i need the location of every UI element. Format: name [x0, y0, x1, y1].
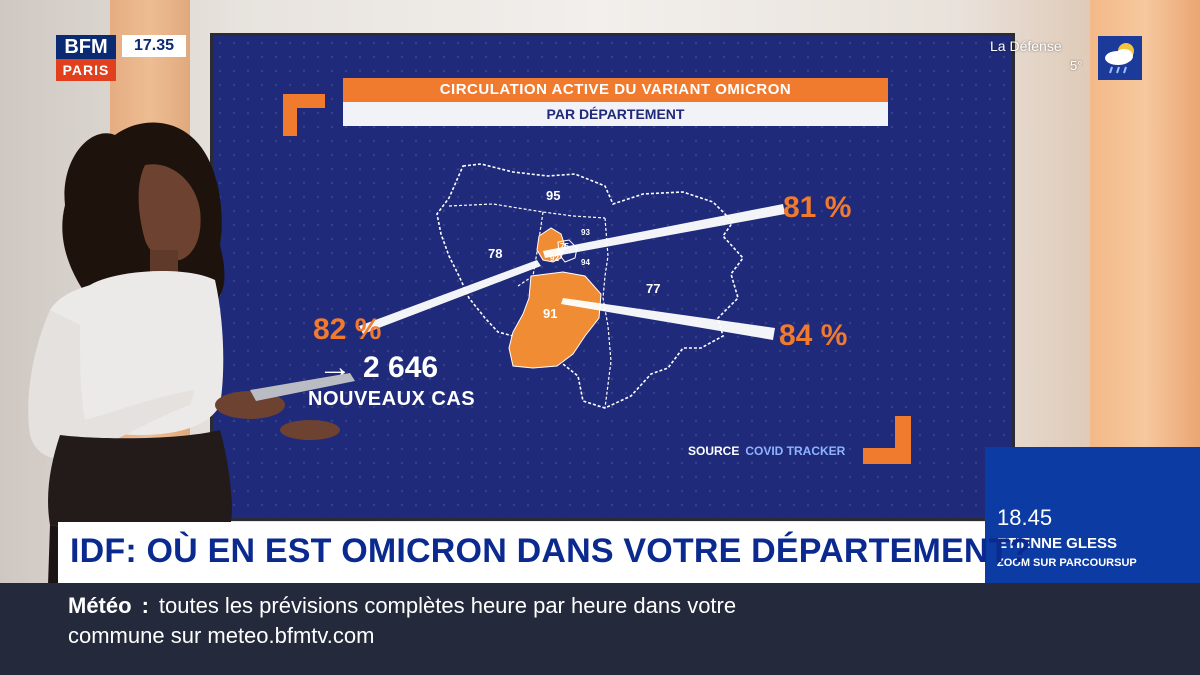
ticker-line-2: commune sur meteo.bfmtv.com — [68, 623, 375, 648]
news-ticker: Météo: toutes les prévisions complètes he… — [0, 583, 1200, 675]
weather-city: La Défense — [990, 38, 1062, 54]
display-screen: CIRCULATION ACTIVE DU VARIANT OMICRON PA… — [210, 33, 1015, 521]
dept-label-91: 91 — [543, 306, 558, 321]
presenter-skirt — [48, 430, 232, 533]
idf-map — [359, 163, 785, 409]
next-show-name: ETIENNE GLESS — [997, 535, 1118, 552]
ticker-line-1: Météo: toutes les prévisions complètes he… — [68, 593, 736, 619]
presenter-face — [138, 164, 201, 261]
dept-label-77: 77 — [646, 281, 661, 296]
dept-label-92: 92 — [550, 254, 559, 263]
dept-label-95: 95 — [546, 188, 561, 203]
next-show-subtitle: ZOOM SUR PARCOURSUP — [997, 557, 1137, 569]
presenter-tablet — [250, 373, 355, 401]
ticker-label: Météo — [68, 593, 132, 618]
source-label: SOURCE — [688, 444, 740, 458]
graphic-subtitle: PAR DÉPARTEMENT — [343, 102, 888, 126]
dept-91-shape — [508, 271, 602, 369]
callout-81-percent: 81 % — [783, 191, 852, 224]
logo-paris-text: PARIS — [56, 59, 116, 81]
headline-text: IDF: OÙ EN EST OMICRON DANS VOTRE DÉPART… — [70, 532, 1031, 570]
corner-bracket-bottom-right — [863, 416, 911, 464]
weather-temp: 5° — [1070, 58, 1083, 73]
dept-label-93: 93 — [581, 228, 590, 237]
cases-number: 2 646 — [363, 351, 439, 384]
ticker-separator: : — [141, 593, 149, 618]
callout-line-84 — [561, 298, 775, 340]
source-credit: SOURCE COVID TRACKER — [688, 444, 845, 458]
idf-outline — [436, 163, 745, 409]
callout-line-82 — [359, 260, 541, 334]
dept-label-94: 94 — [581, 258, 590, 267]
callout-82-percent: 82 % — [313, 313, 382, 346]
callout-line-81 — [543, 204, 785, 258]
dept-label-75: 75 — [560, 242, 569, 251]
source-name: COVID TRACKER — [745, 444, 846, 458]
graphic-title: CIRCULATION ACTIVE DU VARIANT OMICRON — [343, 78, 888, 102]
logo-bfm-text: BFM — [56, 35, 116, 59]
headline-banner: IDF: OÙ EN EST OMICRON DANS VOTRE DÉPART… — [58, 522, 1030, 583]
dept-label-78: 78 — [488, 246, 503, 261]
ticker-text-1: toutes les prévisions complètes heure pa… — [158, 593, 737, 618]
next-show-time: 18.45 — [997, 505, 1053, 530]
cases-label: NOUVEAUX CAS — [308, 388, 476, 410]
clock: 17.35 — [122, 35, 186, 57]
next-show-panel: 18.45 ETIENNE GLESS ZOOM SUR PARCOURSUP — [985, 447, 1200, 583]
cloud-rain-sun-icon — [1098, 36, 1142, 80]
corner-bracket-top-left — [283, 94, 325, 136]
callout-84-percent: 84 % — [779, 319, 848, 352]
bfm-paris-logo: BFM PARIS — [56, 35, 116, 81]
